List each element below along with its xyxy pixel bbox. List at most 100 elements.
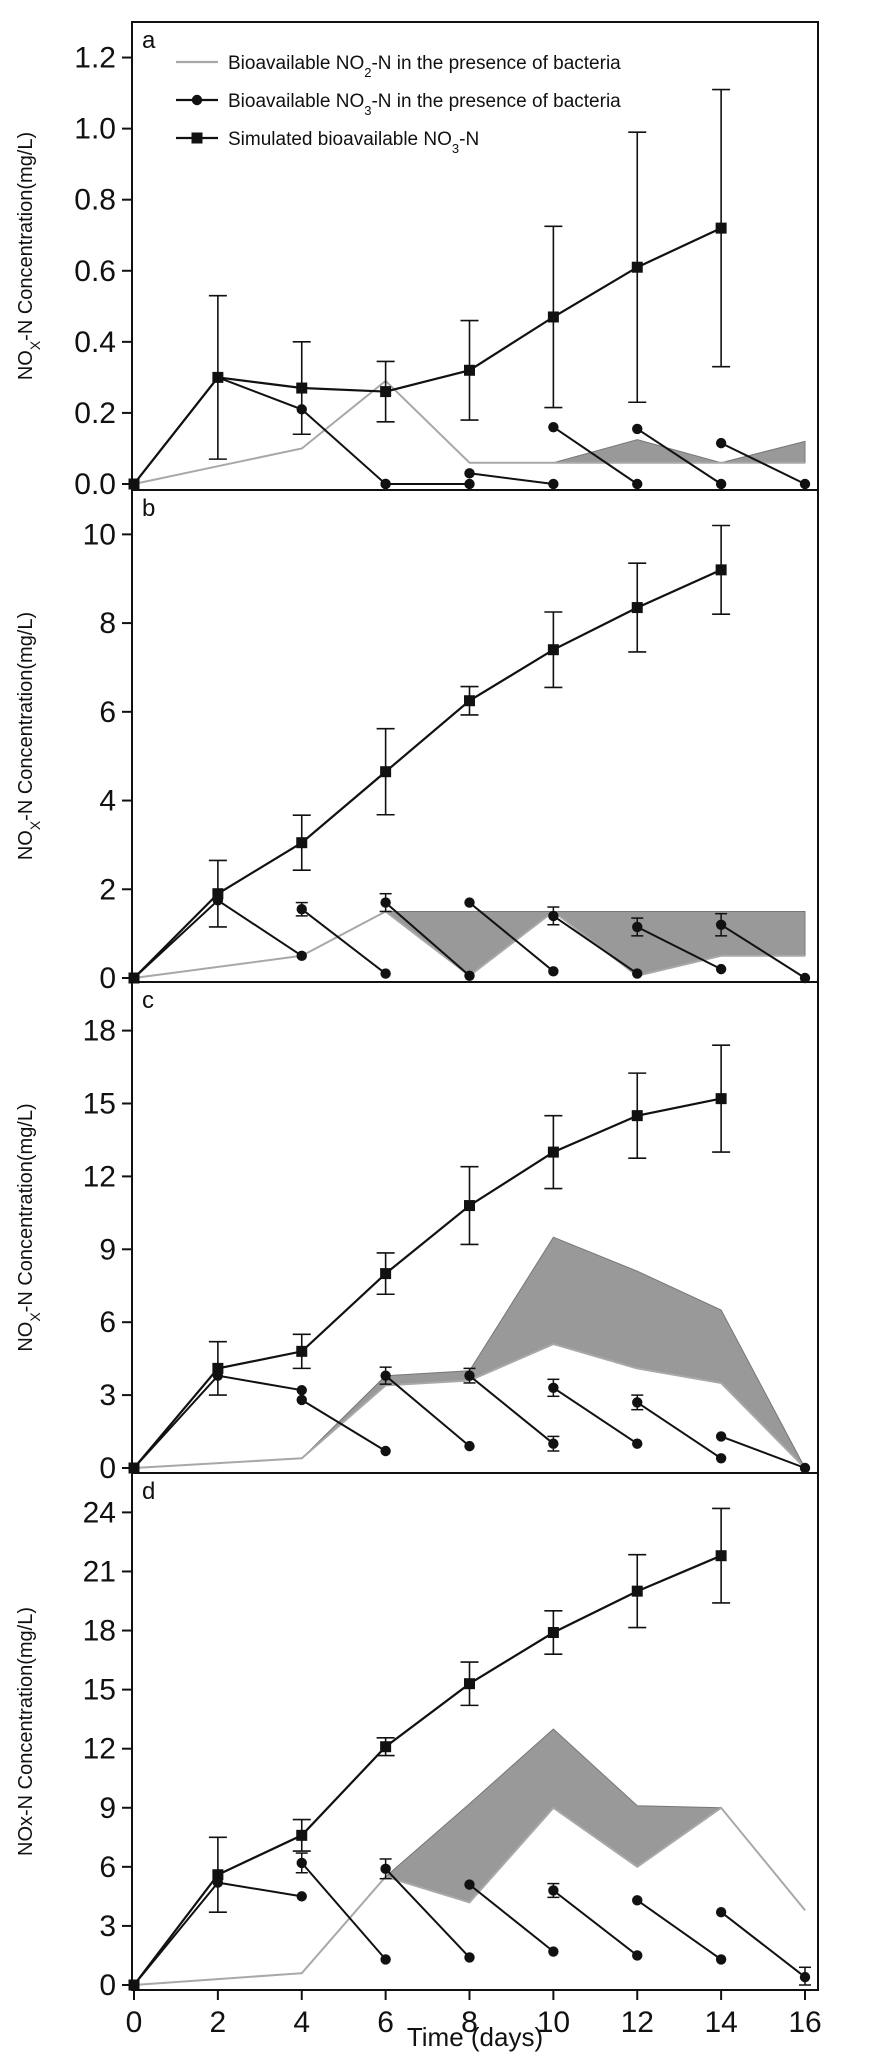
simulated-point (631, 602, 643, 614)
y-tick-label: 0.6 (74, 255, 116, 288)
legend-marker (191, 94, 203, 106)
y-tick-label: 3 (99, 1910, 116, 1943)
no3-line (384, 1374, 471, 1447)
no3-point (632, 968, 643, 979)
no3-line (720, 923, 806, 979)
y-tick-label: 18 (83, 1015, 116, 1048)
no3-point (128, 478, 140, 490)
simulated-point (296, 837, 308, 849)
y-tick-label: 12 (83, 1160, 116, 1193)
x-tick-label: 8 (461, 2006, 478, 2039)
no2-band (133, 1236, 806, 1469)
no3-point (715, 478, 727, 490)
no3-line (636, 1899, 722, 1961)
simulated-point (715, 222, 727, 234)
simulated-point (464, 1678, 475, 1690)
no3-point (128, 1462, 140, 1474)
no2-band (133, 910, 806, 979)
simulated-point (547, 1146, 559, 1158)
y-tick-label: 6 (99, 696, 116, 729)
y-tick-label: 21 (83, 1555, 116, 1588)
no3-point (464, 897, 475, 908)
panel-b: 0 2 4 6 8 10 b NOX-N Concentration(mg/L) (15, 489, 819, 995)
no2-line (133, 1806, 806, 1986)
no3-point (380, 1445, 391, 1457)
y-axis-label: NOX-N Concentration(mg/L) (15, 132, 43, 380)
no3-line (720, 1911, 806, 1978)
simulated-line (133, 568, 722, 979)
y-tick-label: 15 (83, 1674, 116, 1707)
no3-point (464, 1952, 475, 1963)
simulated-point (380, 1741, 392, 1753)
panel-letter: b (142, 495, 155, 522)
no3-point (380, 1954, 391, 1965)
no3-line (636, 428, 722, 485)
no3-point (464, 478, 475, 490)
simulated-point (464, 1200, 475, 1212)
legend-item-no3: Bioavailable NO3-N in the presence of ba… (176, 91, 621, 118)
no3-line (468, 1883, 555, 1953)
no3-point (632, 1950, 643, 1961)
simulated-point (212, 888, 224, 900)
no3-point (548, 478, 559, 490)
simulated-point (380, 386, 392, 398)
no3-point (464, 468, 475, 479)
no3-point (464, 970, 475, 981)
no2-line (133, 1343, 806, 1469)
no3-line (468, 901, 555, 973)
y-tick-label: 9 (99, 1233, 116, 1266)
y-tick-label: 0.8 (74, 184, 116, 217)
y-tick-label: 1.0 (74, 113, 116, 146)
panel-letter: c (142, 987, 154, 1014)
no3-point (715, 963, 727, 975)
simulated-point (715, 564, 727, 576)
no3-line (384, 901, 471, 977)
simulated-point (212, 1869, 224, 1881)
y-tick-label: 0 (99, 1452, 116, 1485)
no3-line (552, 915, 638, 975)
x-axis-label: Time (days) (407, 2022, 543, 2052)
y-tick-label: 2 (99, 873, 116, 906)
legend: Bioavailable NO2-N in the presence of ba… (176, 53, 621, 156)
no3-point (715, 1453, 727, 1464)
simulated-point (715, 1550, 727, 1562)
simulated-point (547, 644, 559, 656)
simulated-point (631, 261, 643, 273)
no3-point (548, 966, 559, 977)
legend-item-sim: Simulated bioavailable NO3-N (176, 129, 479, 156)
y-tick-label: 15 (83, 1088, 116, 1121)
simulated-point (464, 695, 475, 707)
no3-point (632, 423, 643, 435)
y-tick-label: 6 (99, 1851, 116, 1884)
no3-line (552, 1386, 638, 1445)
simulated-line (133, 227, 722, 485)
panel-frame (131, 981, 819, 1474)
panel-frame (131, 1472, 819, 1991)
no3-point (128, 1979, 140, 1991)
simulated-line (133, 1097, 722, 1469)
no3-point (715, 1906, 727, 1918)
y-tick-label: 24 (83, 1496, 116, 1529)
panel-a: 0.0 0.2 0.4 0.6 0.8 1.0 1.2 a NOX-N Concentratio… (15, 21, 819, 501)
no3-point (799, 1462, 811, 1474)
no3-point (715, 1431, 727, 1442)
no3-line (301, 1399, 387, 1452)
x-tick-label: 16 (788, 2006, 821, 2039)
no3-point (296, 1891, 307, 1902)
panel-d: 0 3 6 9 12 15 18 21 24 d NOx-N Concentration(mg/L) (15, 1472, 819, 2002)
no3-line (301, 908, 387, 975)
legend-item-no2: Bioavailable NO2-N in the presence of ba… (176, 53, 621, 80)
no3-point (464, 1440, 475, 1452)
panel-letter: d (142, 1478, 155, 1505)
x-tick-label: 4 (293, 2006, 310, 2039)
no3-point (632, 1895, 643, 1906)
no3-point (715, 1954, 727, 1965)
simulated-point (631, 1110, 643, 1122)
no3-line (720, 442, 806, 485)
y-tick-label: 4 (99, 785, 116, 818)
y-axis-label: NOx-N Concentration(mg/L) (15, 1607, 37, 1856)
x-tick-label: 12 (621, 2006, 654, 2039)
y-axis-label: NOX-N Concentration(mg/L) (15, 612, 43, 860)
no3-point (548, 421, 559, 433)
y-tick-label: 0.0 (74, 468, 116, 501)
